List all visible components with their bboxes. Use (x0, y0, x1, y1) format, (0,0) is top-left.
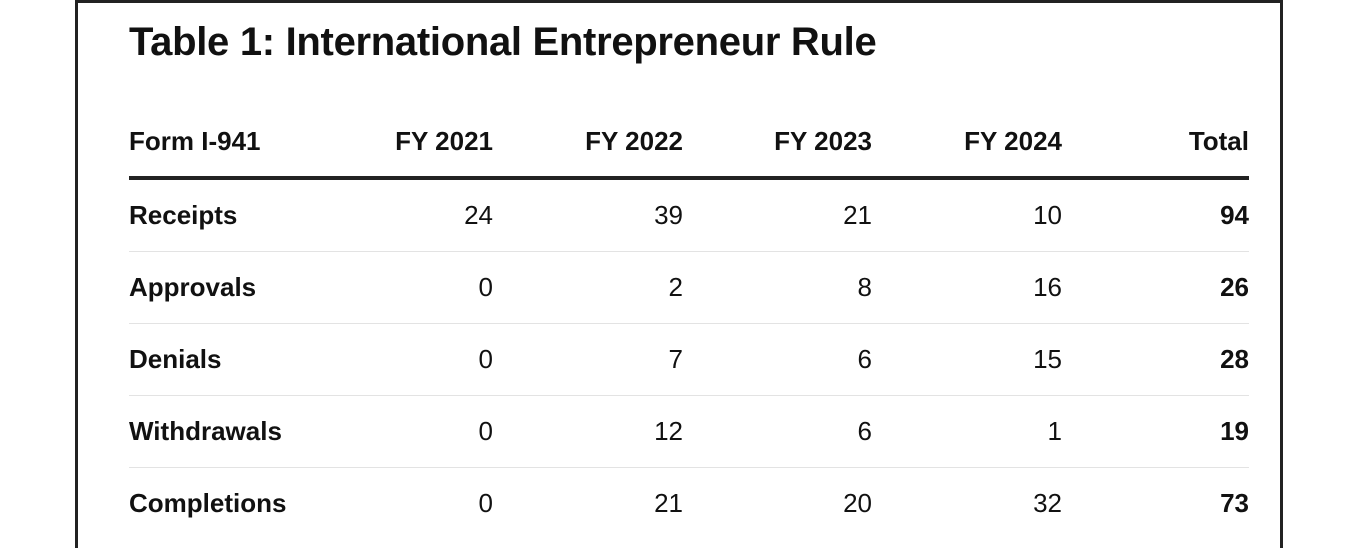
column-header: FY 2022 (493, 106, 683, 180)
column-header: FY 2023 (683, 106, 872, 180)
table-cell: 0 (478, 488, 493, 518)
table-cell: 12 (493, 395, 683, 468)
total-cell: 26 (1062, 251, 1249, 324)
total-cell: 94 (1062, 178, 1249, 252)
table-title: Table 1: International Entrepreneur Rule (129, 20, 877, 64)
table-row: Withdrawals 0 12 6 1 19 (129, 395, 1249, 468)
table-cell: 6 (683, 323, 872, 396)
total-cell: 19 (1062, 395, 1249, 468)
table-cell: 32 (1033, 488, 1062, 518)
table-cell: 39 (493, 178, 683, 252)
table-cell: 24 (349, 178, 493, 252)
table-cell: 0 (349, 323, 493, 396)
table-cell: 20 (843, 488, 872, 518)
table-cell: 10 (872, 178, 1062, 252)
table-cell: 2 (493, 251, 683, 324)
column-header: FY 2024 (872, 106, 1062, 180)
row-label: Receipts (129, 178, 349, 252)
total-cell: 73 (1220, 488, 1249, 518)
table-cell: 6 (683, 395, 872, 468)
row-label: Completions (129, 488, 287, 518)
table-cell: 0 (349, 395, 493, 468)
total-cell: 28 (1062, 323, 1249, 396)
table-cell: 15 (872, 323, 1062, 396)
data-table: Form I-941 FY 2021 FY 2022 FY 2023 FY 20… (129, 106, 1249, 539)
table-cell: 21 (654, 488, 683, 518)
table-cell: 1 (872, 395, 1062, 468)
column-header: Form I-941 (129, 106, 349, 180)
column-header: Total (1062, 106, 1249, 180)
column-header: FY 2021 (349, 106, 493, 180)
table-cell: 8 (683, 251, 872, 324)
table-cell: 21 (683, 178, 872, 252)
table-frame (75, 0, 1283, 548)
row-label: Denials (129, 323, 349, 396)
table-cell: 7 (493, 323, 683, 396)
row-label: Withdrawals (129, 395, 349, 468)
table-row: Receipts 24 39 21 10 94 (129, 178, 1249, 252)
row-label: Approvals (129, 251, 349, 324)
table-cell: 16 (872, 251, 1062, 324)
table-row: Completions 0 21 20 32 73 (129, 468, 1249, 540)
table-row: Approvals 0 2 8 16 26 (129, 251, 1249, 324)
header-row: Form I-941 FY 2021 FY 2022 FY 2023 FY 20… (129, 106, 1249, 180)
table-row: Denials 0 7 6 15 28 (129, 323, 1249, 396)
table-cell: 0 (349, 251, 493, 324)
